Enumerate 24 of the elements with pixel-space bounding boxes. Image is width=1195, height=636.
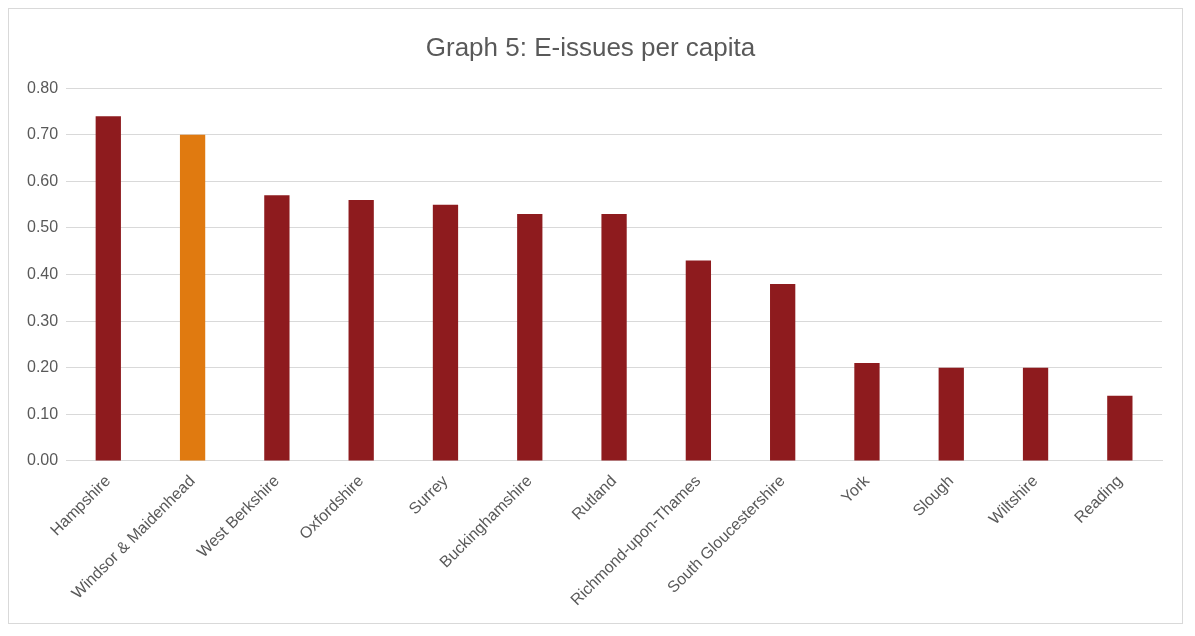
- bar: [179, 134, 206, 461]
- bar: [770, 283, 796, 461]
- bar: [938, 367, 964, 461]
- chart-title: Graph 5: E-issues per capita: [425, 31, 756, 62]
- y-tick-label: 0.00: [27, 451, 59, 469]
- bar: [517, 213, 543, 461]
- y-tick-label: 0.10: [27, 404, 59, 422]
- y-tick-label: 0.80: [27, 78, 59, 96]
- bar: [432, 204, 459, 461]
- y-tick-label: 0.20: [27, 358, 59, 376]
- y-tick-label: 0.60: [27, 171, 59, 189]
- bar: [685, 260, 712, 461]
- bar: [1022, 367, 1049, 461]
- bar: [854, 363, 880, 461]
- bar: [95, 116, 121, 461]
- bar: [601, 213, 627, 461]
- bar: [264, 195, 290, 461]
- y-tick-label: 0.30: [27, 311, 59, 329]
- y-tick-label: 0.40: [27, 264, 59, 282]
- y-tick-label: 0.70: [27, 125, 59, 143]
- bar: [348, 200, 374, 461]
- x-tick-label: York: [837, 471, 873, 507]
- bar: [1107, 395, 1133, 461]
- y-tick-label: 0.50: [27, 218, 59, 236]
